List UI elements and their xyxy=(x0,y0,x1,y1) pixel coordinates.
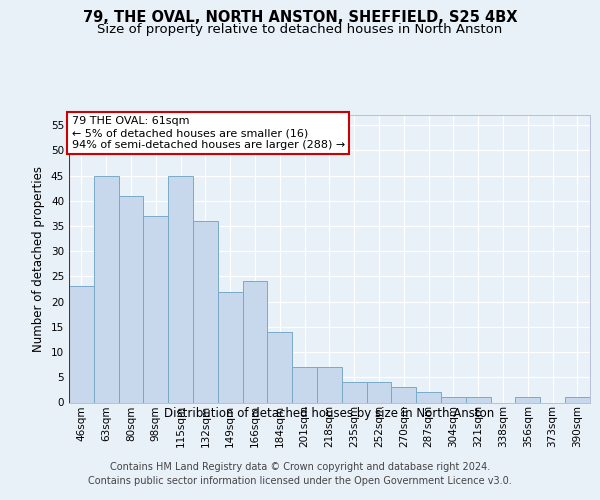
Bar xyxy=(317,367,342,402)
Y-axis label: Number of detached properties: Number of detached properties xyxy=(32,166,46,352)
Text: 79, THE OVAL, NORTH ANSTON, SHEFFIELD, S25 4BX: 79, THE OVAL, NORTH ANSTON, SHEFFIELD, S… xyxy=(83,10,517,25)
Bar xyxy=(391,388,416,402)
Text: Contains HM Land Registry data © Crown copyright and database right 2024.: Contains HM Land Registry data © Crown c… xyxy=(110,462,490,472)
Bar xyxy=(515,398,540,402)
Text: Distribution of detached houses by size in North Anston: Distribution of detached houses by size … xyxy=(164,408,494,420)
Bar xyxy=(416,392,441,402)
Bar xyxy=(565,398,590,402)
Bar xyxy=(268,332,292,402)
Bar xyxy=(218,292,242,403)
Text: 79 THE OVAL: 61sqm
← 5% of detached houses are smaller (16)
94% of semi-detached: 79 THE OVAL: 61sqm ← 5% of detached hous… xyxy=(71,116,345,150)
Text: Size of property relative to detached houses in North Anston: Size of property relative to detached ho… xyxy=(97,22,503,36)
Bar xyxy=(242,282,268,403)
Bar xyxy=(168,176,193,402)
Text: Contains public sector information licensed under the Open Government Licence v3: Contains public sector information licen… xyxy=(88,476,512,486)
Bar xyxy=(292,367,317,402)
Bar xyxy=(466,398,491,402)
Bar xyxy=(69,286,94,403)
Bar xyxy=(367,382,391,402)
Bar xyxy=(193,221,218,402)
Bar xyxy=(94,176,119,402)
Bar xyxy=(119,196,143,402)
Bar xyxy=(441,398,466,402)
Bar xyxy=(143,216,168,402)
Bar xyxy=(342,382,367,402)
